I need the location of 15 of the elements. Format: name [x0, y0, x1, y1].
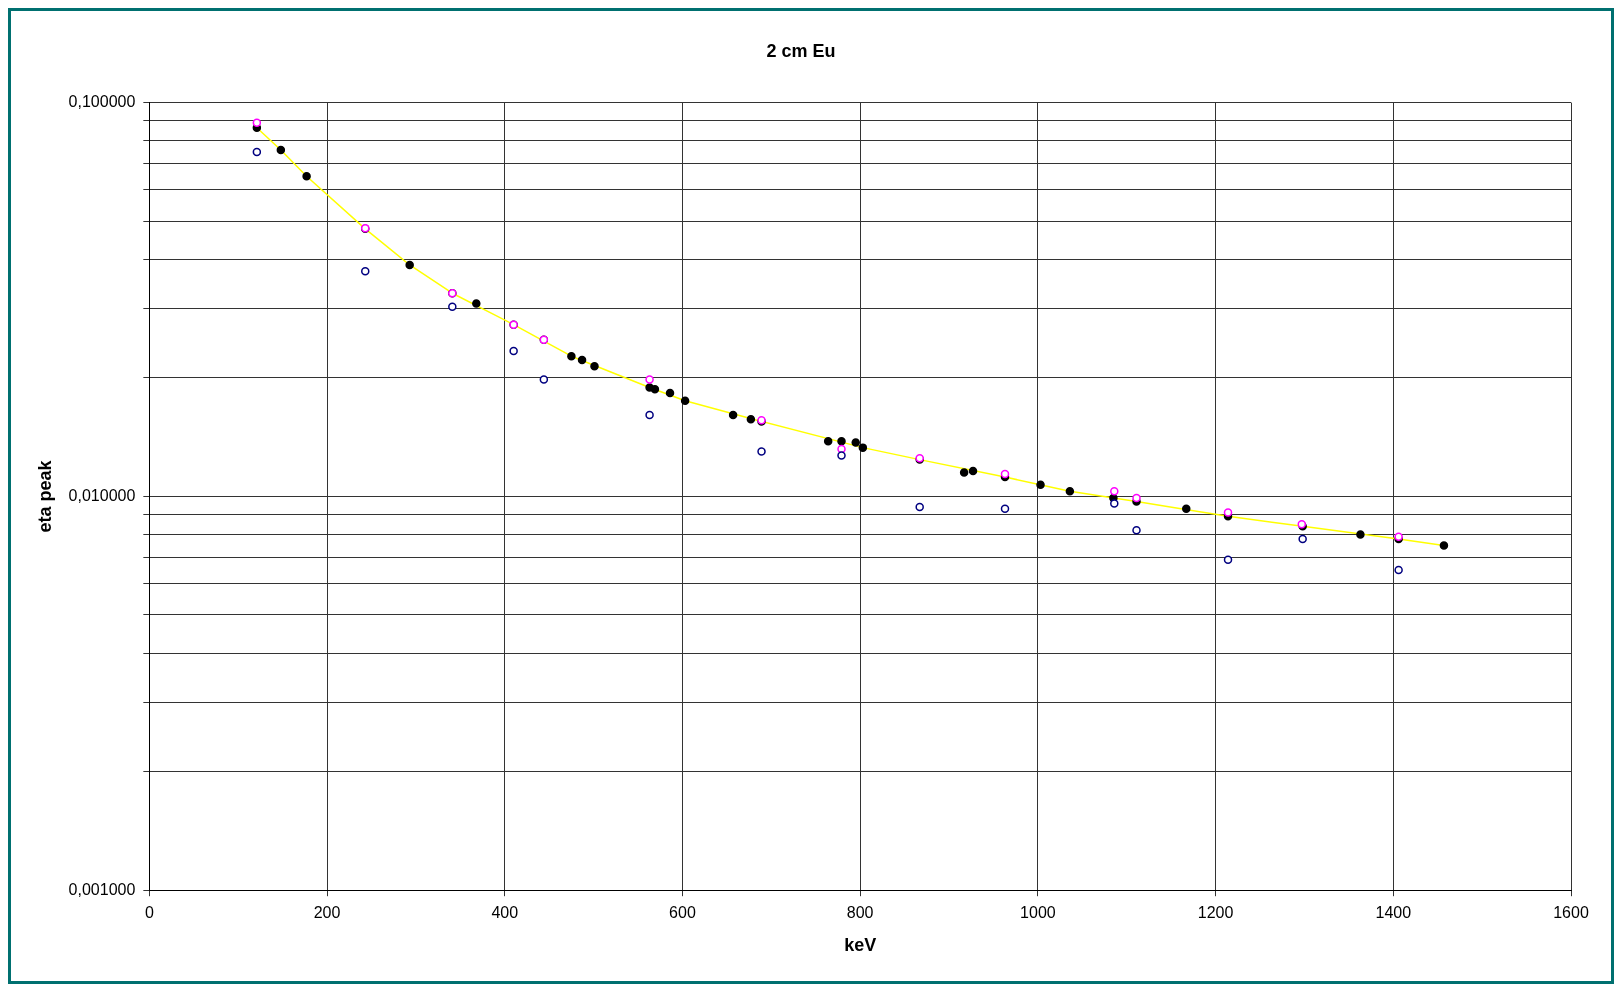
x-axis-title: keV [844, 935, 877, 956]
x-tick-label: 200 [313, 904, 341, 922]
x-tick-label: 1600 [1553, 904, 1589, 922]
x-tick-label: 1400 [1375, 904, 1412, 922]
y-tick-label: 0,100000 [68, 93, 136, 111]
y-tick-label: 0,010000 [68, 486, 136, 504]
x-tick-label: 1000 [1020, 904, 1056, 922]
x-tick-label: 600 [669, 904, 696, 922]
x-tick-label: 800 [846, 904, 874, 922]
y-axis-title: eta peak [34, 459, 55, 533]
chart-title: 2 cm Eu [766, 40, 836, 61]
x-tick-label: 400 [491, 904, 519, 922]
y-tick-label: 0,001000 [68, 880, 136, 898]
x-tick-label: 1200 [1197, 904, 1234, 922]
x-tick-label: 0 [144, 904, 154, 922]
